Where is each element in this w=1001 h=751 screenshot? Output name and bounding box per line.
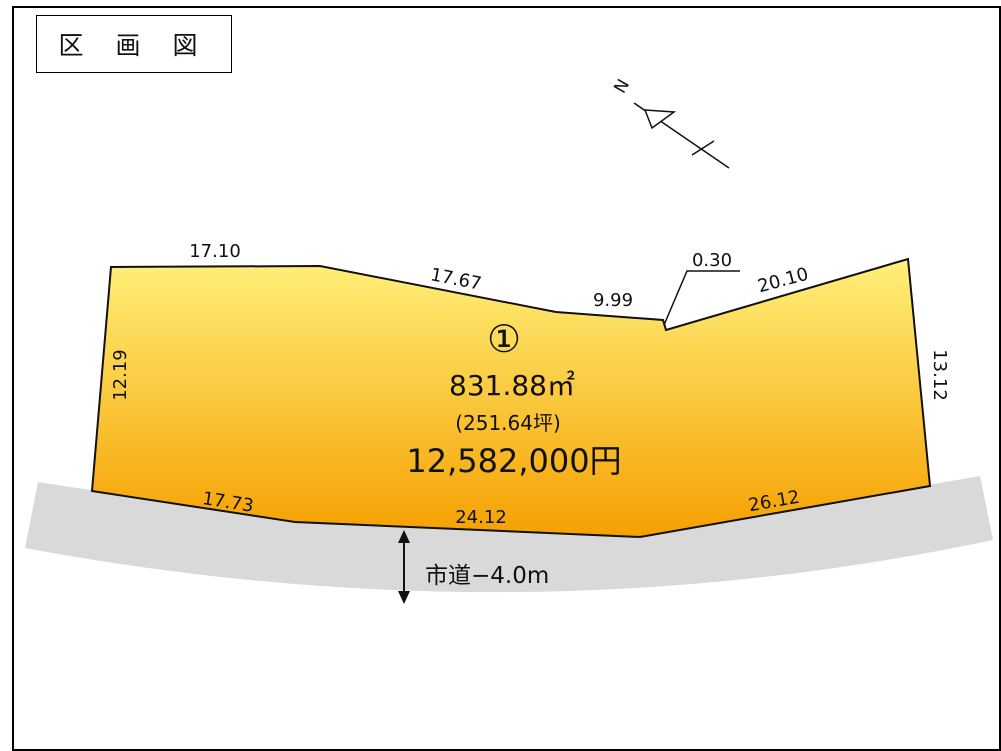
lot-polygon: [90, 257, 932, 539]
road-width-arrow: [398, 530, 410, 604]
dim-bottom-middle: 24.12: [455, 507, 507, 528]
dim-top-right-inner: 9.99: [593, 290, 633, 311]
road-band: [25, 476, 993, 593]
north-label: N: [610, 76, 634, 97]
road-label: 市道−4.0m: [425, 563, 549, 589]
dim-top-left: 17.10: [189, 241, 241, 262]
diagram-title: 区 画 図: [36, 15, 232, 73]
dim-left: 12.19: [110, 349, 131, 401]
lot-area: 831.88㎡: [449, 369, 575, 402]
lot-number: ①: [487, 317, 521, 361]
lot-tsubo: (251.64坪): [455, 411, 561, 435]
north-arrow-icon: [633, 102, 730, 169]
dim-notch: 0.30: [692, 250, 732, 271]
lot-price: 12,582,000円: [406, 442, 621, 480]
notch-leader-line: [663, 270, 740, 326]
dim-right: 13.12: [929, 349, 950, 401]
